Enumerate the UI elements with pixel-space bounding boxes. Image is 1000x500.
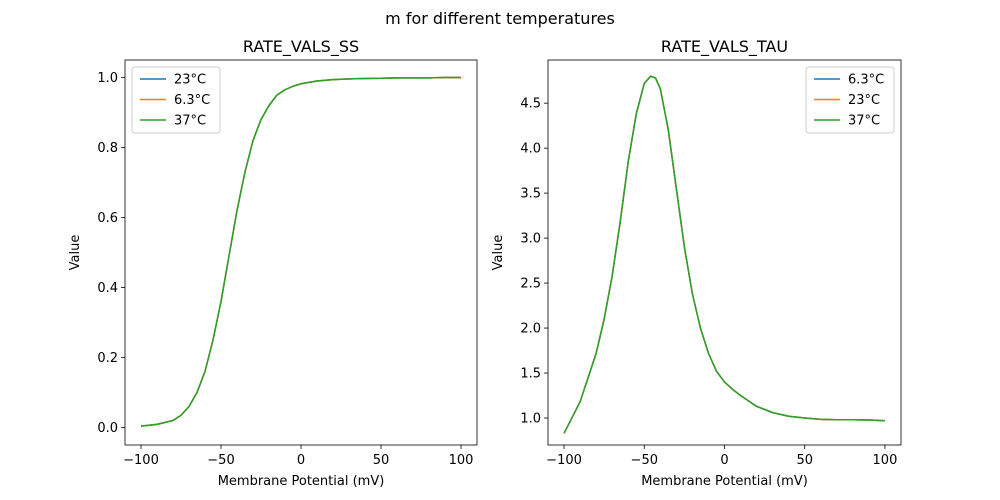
y-tick-label: 0.0 (97, 421, 118, 436)
series-line-2 (140, 76, 461, 427)
y-tick-label: 2.0 (520, 322, 541, 337)
x-tick-label: 50 (373, 453, 390, 468)
legend-label: 23°C (848, 93, 880, 108)
legend: 6.3°C 23°C 37°C (805, 66, 895, 134)
y-axis-label: Value (491, 235, 506, 271)
series-line-2 (563, 75, 885, 434)
axes-title: RATE_VALS_TAU (661, 37, 788, 57)
y-tick-label: 3.0 (520, 232, 541, 247)
legend-label: 37°C (174, 114, 206, 129)
x-tick-label: 100 (449, 453, 474, 468)
x-tick-label: 50 (796, 453, 813, 468)
legend-label: 6.3°C (848, 73, 884, 88)
y-tick-label: 0.6 (97, 211, 118, 226)
legend-box (805, 66, 895, 134)
x-tick-label: 100 (873, 453, 898, 468)
y-tick-label: 1.5 (520, 367, 541, 382)
y-tick-label: 3.5 (520, 187, 541, 202)
y-tick-label: 2.5 (520, 277, 541, 292)
y-tick-label: 4.0 (520, 142, 541, 157)
axes-rate-vals-ss: RATE_VALS_SS −100 −50 0 50 100 0.0 0.2 0.4 0.6 0.8… (68, 37, 478, 489)
x-axis-label: Membrane Potential (mV) (218, 474, 385, 489)
x-axis-label: Membrane Potential (mV) (641, 474, 808, 489)
y-tick-label: 1.0 (520, 412, 541, 427)
figure-title: m for different temperatures (385, 9, 615, 28)
x-tick-label: −50 (207, 453, 234, 468)
legend-box (131, 66, 221, 134)
legend-label: 23°C (174, 73, 206, 88)
x-tick-label: −100 (123, 453, 159, 468)
y-tick-label: 0.4 (97, 281, 118, 296)
x-tick-label: −100 (546, 453, 582, 468)
x-tick-label: 0 (720, 453, 728, 468)
y-tick-label: 4.5 (520, 97, 541, 112)
legend-label: 37°C (848, 114, 880, 129)
legend: 23°C 6.3°C 37°C (131, 66, 221, 134)
y-axis-label: Value (68, 235, 83, 271)
y-tick-label: 1.0 (97, 71, 118, 86)
axes-rate-vals-tau: RATE_VALS_TAU −100 −50 0 50 100 1.0 1.5 2.0 2.5 3.… (491, 37, 902, 489)
y-tick-label: 0.8 (97, 141, 118, 156)
y-tick-label: 0.2 (97, 351, 118, 366)
legend-label: 6.3°C (174, 93, 210, 108)
x-tick-label: −50 (631, 453, 658, 468)
x-tick-label: 0 (297, 453, 305, 468)
axes-title: RATE_VALS_SS (243, 37, 359, 57)
